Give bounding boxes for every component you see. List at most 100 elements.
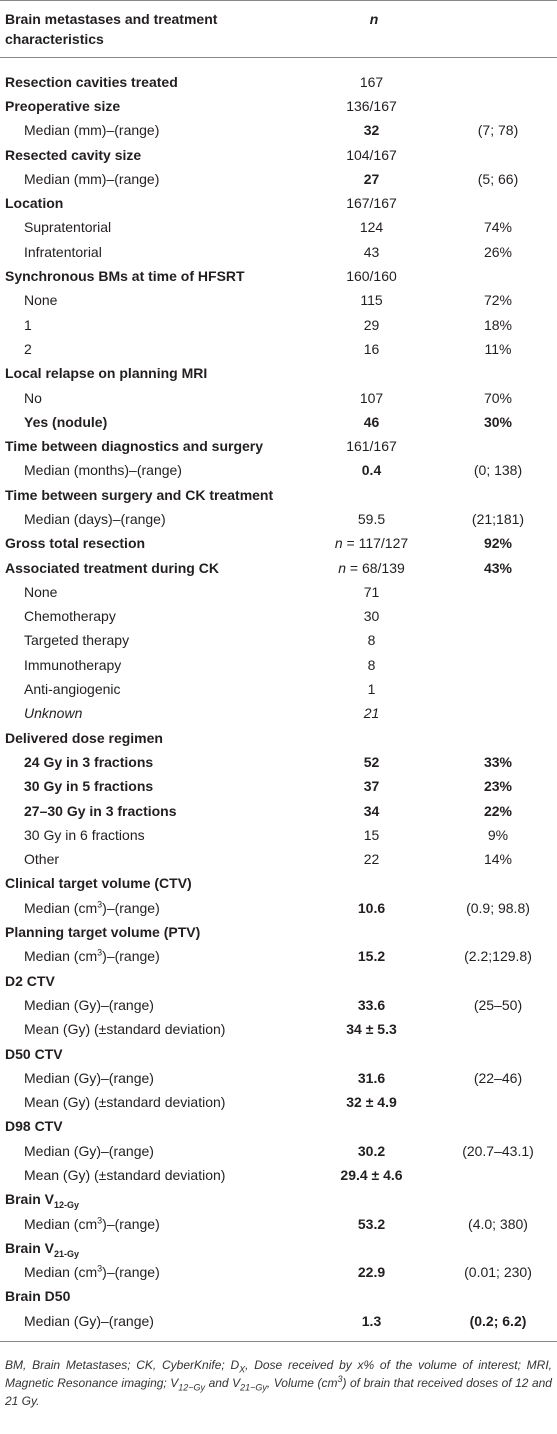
row-label-cell: Location [0,191,304,215]
section-row: Synchronous BMs at time of HFSRT 160/160 [0,264,557,288]
row-n-cell [304,1188,439,1212]
row-n-cell: 52 [304,750,439,774]
item-row: Median (cm3)–(range) 22.9 (0.01; 230) [0,1261,557,1285]
footnote-text: ) of brain that received doses of 12 and… [5,1376,552,1409]
row-label-cell: Chemotherapy [0,605,304,629]
section-row: Gross total resection n = 117/127 92% [0,532,557,556]
row-n: 160/160 [346,268,397,285]
row-label: 27–30 Gy in 3 fractions [24,802,177,819]
row-label: Anti-angiogenic [24,681,121,698]
row-n: 22.9 [357,1264,386,1281]
row-label: Mean (Gy) (±standard deviation) [24,1094,226,1111]
row-n-cell: 32 ± 4.9 [304,1090,439,1114]
section-row: Location 167/167 [0,191,557,215]
row-label-cell: Unknown [0,702,304,726]
row-n-cell: 27 [304,167,439,191]
row-label: Clinical target volume (CTV) [5,875,192,892]
row-n: 0.4 [361,462,382,479]
row-value-cell: 74% [439,216,557,240]
section-row: Brain D50 [0,1285,557,1309]
row-label-part: 3 [97,947,103,958]
row-value: (5; 66) [477,170,519,187]
row-label-cell: None [0,289,304,313]
row-n-cell [304,483,439,507]
row-n: 15 [363,826,380,843]
row-value-cell: (5; 66) [439,167,557,191]
section-row: Preoperative size 136/167 [0,94,557,118]
row-value: (4.0; 380) [468,1215,528,1232]
row-n: 30 [363,608,380,625]
row-n-cell: 46 [304,410,439,434]
row-n: 71 [363,583,380,600]
row-n-part: n [334,535,343,552]
data-table: Brain metastases and treatment character… [0,0,557,1343]
row-label-cell: Preoperative size [0,94,304,118]
row-label: Planning target volume (PTV) [5,924,201,941]
row-n-cell: 161/167 [304,434,439,458]
section-row: Brain V21-Gy [0,1236,557,1260]
header-row: Brain metastases and treatment character… [0,0,557,58]
row-value-cell [439,653,557,677]
row-n: 21 [363,705,380,722]
row-value-cell [439,1236,557,1260]
row-label: Median (mm)–(range) [24,170,160,187]
row-n-cell: 15.2 [304,945,439,969]
row-n: 33.6 [357,996,386,1013]
row-n-cell [304,362,439,386]
row-n-cell: 29 [304,313,439,337]
item-row: 27–30 Gy in 3 fractions 34 22% [0,799,557,823]
row-n: 29.4 ± 4.6 [340,1167,403,1183]
row-label: Median (Gy)–(range) [24,1069,154,1086]
row-label-cell: Median (Gy)–(range) [0,1066,304,1090]
item-row: Median (Gy)–(range) 30.2 (20.7–43.1) [0,1139,557,1163]
row-label-cell: 30 Gy in 6 fractions [0,823,304,847]
section-row: Planning target volume (PTV) [0,920,557,944]
footnote-text: X [239,1364,246,1375]
item-row: Mean (Gy) (±standard deviation) 32 ± 4.9 [0,1090,557,1114]
row-value-cell: 43% [439,556,557,580]
row-n-cell: 37 [304,775,439,799]
row-label-cell: Brain V12-Gy [0,1188,304,1212]
row-n-cell [304,969,439,993]
row-value-cell: 26% [439,240,557,264]
row-label: Median (Gy)–(range) [24,1312,154,1329]
row-n-cell: 1 [304,677,439,701]
row-n: 167/167 [346,195,397,212]
row-label: Yes (nodule) [24,413,108,430]
row-value-cell [439,1285,557,1309]
row-n-cell: n = 117/127 [304,532,439,556]
row-n-cell: 34 [304,799,439,823]
row-n: 37 [363,778,380,795]
row-value-cell: 11% [439,337,557,361]
row-n-cell [304,1115,439,1139]
row-value: (2.2;129.8) [464,948,532,965]
row-value-cell [439,580,557,604]
row-value: 26% [483,243,513,260]
row-n: 115 [360,292,383,309]
row-label-cell: Time between diagnostics and surgery [0,434,304,458]
row-label-cell: 1 [0,313,304,337]
row-n-cell: 53.2 [304,1212,439,1236]
row-label-cell: Planning target volume (PTV) [0,920,304,944]
item-row: None 115 72% [0,289,557,313]
row-label: 30 Gy in 6 fractions [24,826,145,843]
row-n-cell: 29.4 ± 4.6 [304,1163,439,1187]
row-n-cell: 107 [304,386,439,410]
row-n: 29 [363,316,380,333]
row-label: Brain D50 [5,1288,71,1305]
item-row: Median (cm3)–(range) 10.6 (0.9; 98.8) [0,896,557,920]
row-value-cell [439,1090,557,1114]
row-n-cell: 115 [304,289,439,313]
row-n-cell: 104/167 [304,143,439,167]
row-label-part: 3 [97,1214,103,1225]
row-label-part: Brain V [5,1191,55,1208]
item-row: Supratentorial 124 74% [0,216,557,240]
row-value-cell [439,58,557,95]
row-label: Resection cavities treated [5,73,178,90]
section-row: D98 CTV [0,1115,557,1139]
row-n-cell: 71 [304,580,439,604]
row-label-part: Median (cm [24,948,98,965]
row-label: Median (mm)–(range) [24,122,160,139]
row-value-cell [439,969,557,993]
row-value-cell: 23% [439,775,557,799]
